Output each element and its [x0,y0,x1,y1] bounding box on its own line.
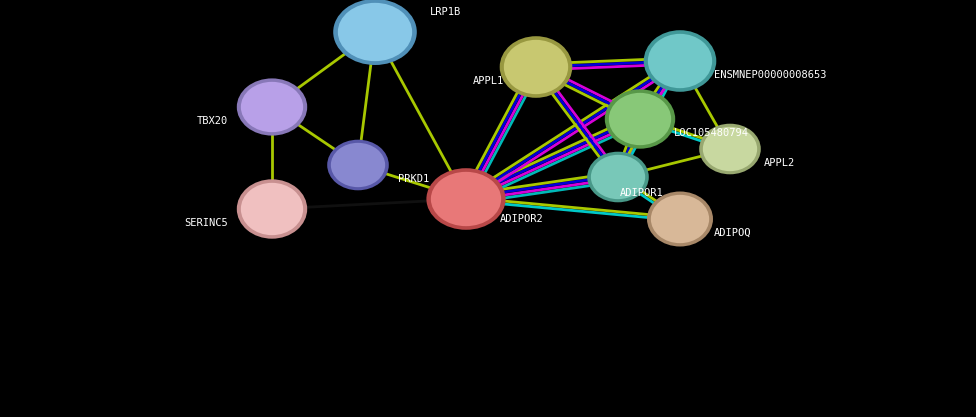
Ellipse shape [608,92,672,146]
Ellipse shape [427,168,506,230]
Text: LRP1B: LRP1B [430,7,462,17]
Ellipse shape [647,191,713,246]
Ellipse shape [588,152,649,202]
Ellipse shape [430,171,502,227]
Text: APPL2: APPL2 [764,158,795,168]
Ellipse shape [702,126,758,172]
Ellipse shape [333,0,417,65]
Ellipse shape [590,154,646,200]
Ellipse shape [237,179,307,239]
Text: TBX20: TBX20 [197,116,228,126]
Ellipse shape [500,36,572,98]
Text: ADIPOR1: ADIPOR1 [620,188,664,198]
Text: SERINC5: SERINC5 [184,218,228,228]
Ellipse shape [237,78,307,136]
Ellipse shape [240,182,304,236]
Ellipse shape [605,89,675,149]
Text: LOC105480794: LOC105480794 [674,128,749,138]
Ellipse shape [503,39,569,95]
Text: ADIPOQ: ADIPOQ [714,228,752,238]
Text: ADIPOR2: ADIPOR2 [500,214,544,224]
Ellipse shape [650,194,710,244]
Text: APPL1: APPL1 [472,76,504,86]
Text: PRKD1: PRKD1 [398,174,429,184]
Ellipse shape [337,2,413,62]
Ellipse shape [647,33,713,89]
Text: ENSMNEP00000008653: ENSMNEP00000008653 [714,70,827,80]
Ellipse shape [240,81,304,133]
Ellipse shape [644,30,716,92]
Ellipse shape [699,124,761,174]
Ellipse shape [330,142,386,188]
Ellipse shape [327,140,388,190]
